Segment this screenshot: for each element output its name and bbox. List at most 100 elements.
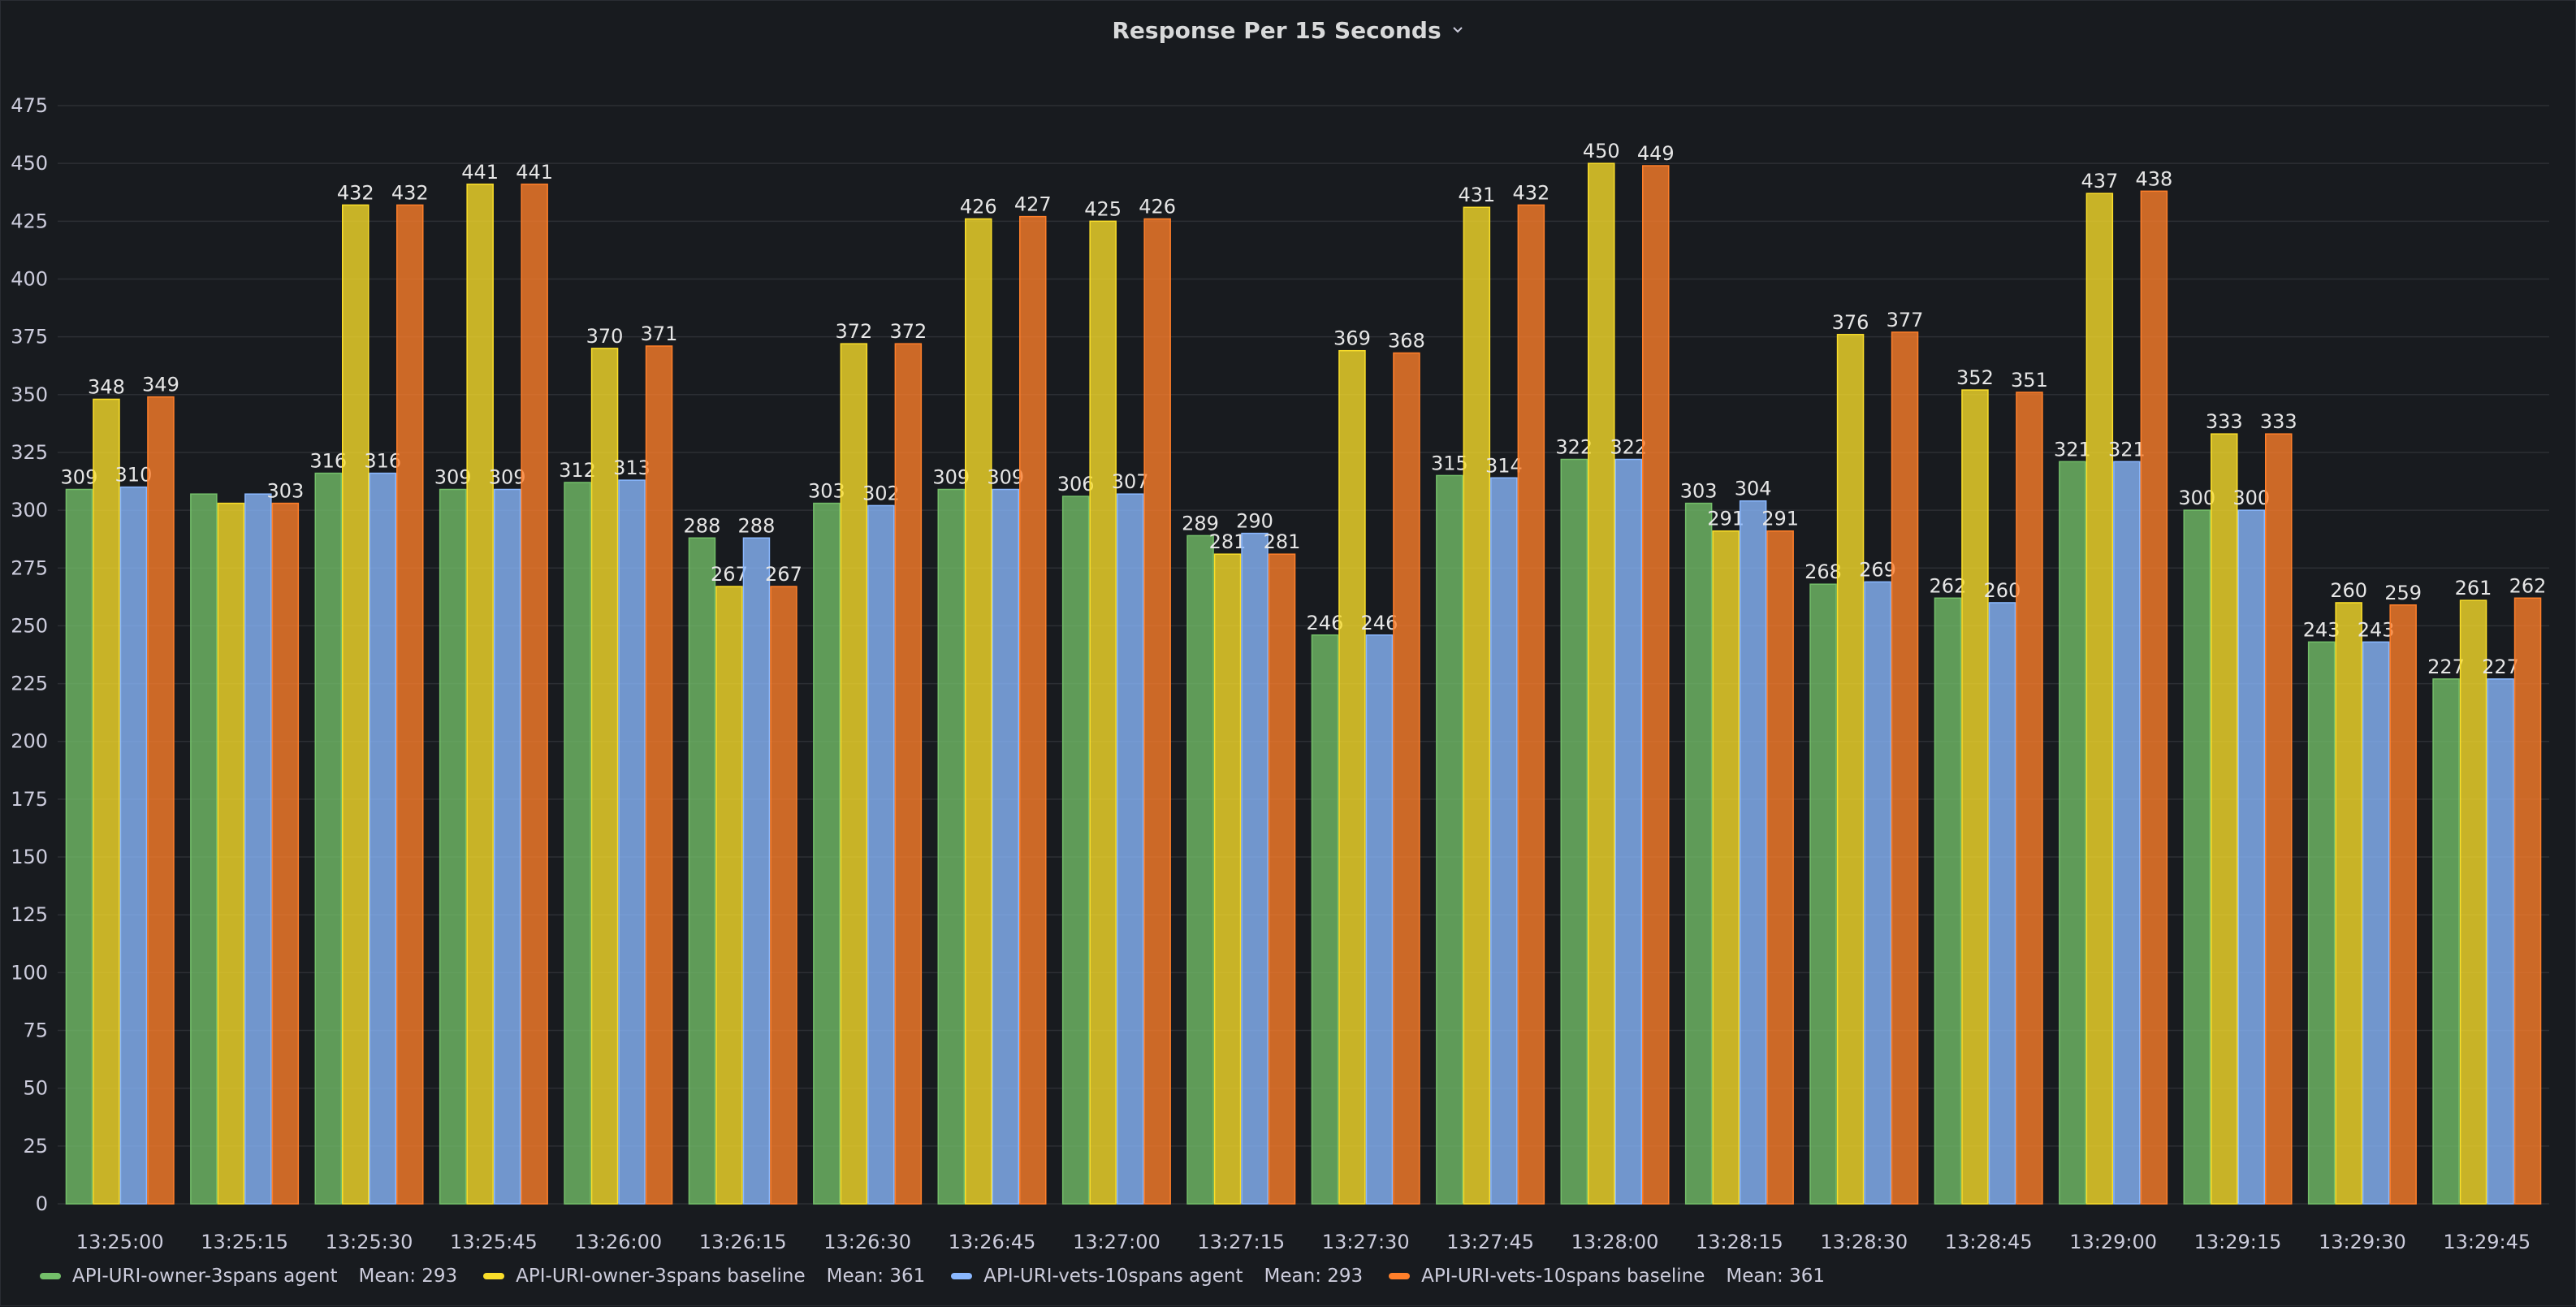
data-label: 438 (2135, 167, 2172, 190)
data-label: 288 (738, 514, 776, 537)
bar (1019, 215, 1047, 1205)
data-label: 309 (61, 465, 98, 488)
bar (2432, 678, 2460, 1205)
data-label: 372 (889, 320, 927, 343)
panel-title-menu[interactable]: Response Per 15 Seconds (1112, 17, 1465, 44)
data-label: 309 (434, 465, 472, 488)
data-label: 281 (1209, 530, 1247, 553)
bar (342, 204, 370, 1205)
bar (2335, 602, 2362, 1205)
bar (1642, 165, 1670, 1205)
y-tick-label: 125 (11, 903, 48, 926)
data-label: 315 (1431, 452, 1468, 474)
legend-item-vets-agent[interactable]: API-URI-vets-10spans agent Mean: 293 (951, 1266, 1363, 1287)
data-label: 432 (1512, 181, 1549, 204)
bar (1490, 477, 1518, 1205)
bar (439, 488, 467, 1205)
x-tick-label: 13:27:45 (1446, 1231, 1534, 1253)
legend-item-vets-baseline[interactable]: API-URI-vets-10spans baseline Mean: 361 (1389, 1266, 1825, 1287)
data-label: 372 (835, 320, 872, 343)
y-tick-label: 175 (11, 788, 48, 811)
data-label: 432 (337, 181, 374, 204)
bar (1436, 474, 1463, 1205)
legend-swatch (40, 1273, 61, 1279)
data-label: 441 (516, 161, 553, 184)
y-tick-label: 25 (23, 1135, 48, 1158)
bar (2487, 678, 2514, 1205)
data-label: 300 (2178, 487, 2215, 509)
legend-swatch (483, 1273, 505, 1279)
chevron-down-icon (1452, 27, 1463, 33)
bar (742, 537, 771, 1205)
x-tick-label: 13:25:00 (76, 1231, 164, 1253)
data-label: 333 (2260, 410, 2297, 433)
data-label: 290 (1236, 510, 1273, 533)
data-label: 371 (641, 322, 678, 345)
y-tick-label: 450 (11, 152, 48, 175)
bar (840, 343, 868, 1205)
y-tick-label: 325 (11, 441, 48, 464)
data-label: 267 (765, 563, 802, 586)
data-label: 449 (1637, 142, 1675, 165)
bar (271, 502, 300, 1205)
bar (937, 488, 965, 1205)
bar (1311, 634, 1339, 1205)
y-tick-label: 350 (11, 383, 48, 406)
bar (618, 479, 646, 1205)
x-tick-label: 13:28:15 (1696, 1231, 1783, 1253)
bar (2085, 193, 2114, 1205)
bar (1365, 634, 1394, 1205)
data-label: 262 (2509, 574, 2547, 597)
bar (645, 345, 673, 1205)
data-label: 316 (309, 450, 347, 473)
bar (1213, 553, 1242, 1205)
data-label: 310 (115, 464, 153, 487)
data-label: 432 (391, 181, 429, 204)
data-label: 437 (2081, 170, 2118, 193)
x-tick-label: 13:28:30 (1820, 1231, 1908, 1253)
bar (1809, 583, 1837, 1205)
data-label: 426 (960, 195, 997, 218)
data-label: 303 (266, 480, 304, 503)
y-tick-label: 275 (11, 556, 48, 579)
data-label: 269 (1859, 558, 1896, 581)
data-label: 441 (461, 161, 499, 184)
legend-label: API-URI-owner-3spans agent (72, 1266, 338, 1287)
x-tick-label: 13:25:45 (450, 1231, 538, 1253)
data-label: 227 (2427, 656, 2465, 678)
bar (564, 482, 591, 1205)
x-tick-label: 13:29:15 (2194, 1231, 2282, 1253)
legend-item-owner-agent[interactable]: API-URI-owner-3spans agent Mean: 293 (40, 1266, 457, 1287)
data-label: 426 (1139, 195, 1176, 218)
bar (965, 218, 992, 1205)
x-tick-label: 13:29:45 (2443, 1231, 2531, 1253)
y-tick-label: 425 (11, 210, 48, 232)
bar (2513, 597, 2542, 1205)
legend-mean: Mean: 293 (358, 1266, 458, 1287)
x-tick-label: 13:25:30 (326, 1231, 413, 1253)
bar (1268, 553, 1296, 1205)
data-label: 304 (1735, 478, 1772, 500)
legend-label: API-URI-vets-10spans agent (983, 1266, 1243, 1287)
legend-mean: Mean: 361 (826, 1266, 926, 1287)
bar (1684, 502, 1713, 1205)
x-tick-label: 13:27:15 (1197, 1231, 1285, 1253)
data-label: 303 (1680, 480, 1718, 503)
data-label: 348 (88, 375, 125, 398)
bar (1864, 581, 1891, 1205)
legend-item-owner-baseline[interactable]: API-URI-owner-3spans baseline Mean: 361 (483, 1266, 925, 1287)
x-tick-label: 13:28:45 (1945, 1231, 2033, 1253)
bar (1614, 458, 1642, 1205)
bar (1517, 204, 1545, 1205)
bar (2362, 641, 2390, 1205)
data-label: 352 (1956, 366, 1994, 389)
data-label: 427 (1014, 193, 1052, 216)
data-label: 376 (1832, 311, 1869, 334)
bar (1836, 334, 1865, 1205)
data-label: 243 (2303, 618, 2340, 641)
x-tick-label: 13:29:30 (2319, 1231, 2406, 1253)
data-label: 321 (2108, 438, 2146, 461)
y-tick-label: 150 (11, 846, 48, 868)
